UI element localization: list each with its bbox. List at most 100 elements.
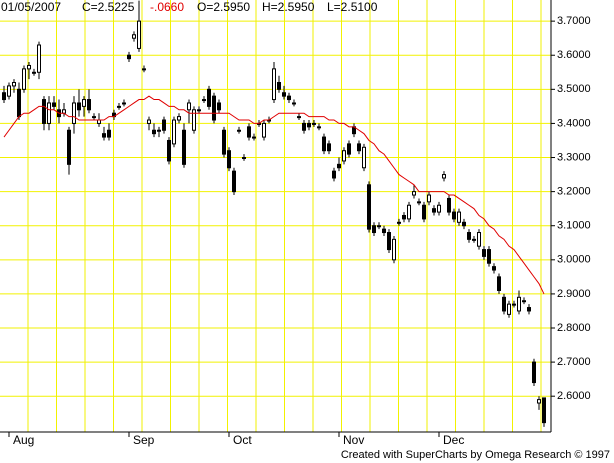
candle-body — [332, 170, 336, 179]
candle-body — [342, 150, 346, 162]
candle-body — [182, 129, 186, 165]
candle-body — [527, 307, 531, 312]
candle-body — [242, 157, 246, 160]
candle-body — [252, 136, 256, 139]
candle-body — [382, 228, 386, 234]
y-tick-label: 3.4000 — [557, 117, 591, 129]
candle-body — [302, 122, 306, 131]
candle-body — [192, 109, 196, 131]
candle-body — [142, 68, 146, 71]
candle-body — [392, 238, 396, 261]
candle-body — [232, 170, 236, 193]
candle-body — [87, 99, 91, 111]
y-tick-label: 3.6000 — [557, 49, 591, 61]
candle-body — [207, 88, 211, 107]
candle-body — [402, 214, 406, 220]
y-tick-label: 3.3000 — [557, 151, 591, 163]
candle-body — [152, 129, 156, 135]
y-tick-label: 2.8000 — [557, 322, 591, 334]
plot — [2, 0, 546, 427]
candle-body — [387, 232, 391, 251]
candle-body — [537, 399, 541, 404]
candle-body — [162, 119, 166, 131]
x-tick-label: Dec — [443, 433, 464, 447]
header-change: -.0660 — [150, 0, 184, 14]
candle-body — [467, 232, 471, 240]
candle-body — [397, 221, 401, 224]
candle-body — [292, 102, 296, 105]
candle-body — [317, 126, 321, 129]
y-tick-label: 3.1000 — [557, 220, 591, 232]
candle-body — [262, 122, 266, 138]
candle-body — [177, 116, 181, 121]
candle-body — [432, 208, 436, 213]
candle-body — [442, 174, 446, 179]
candle-body — [412, 191, 416, 196]
candle-body — [417, 201, 421, 204]
candle-body — [202, 99, 206, 102]
y-tick-label: 3.2000 — [557, 186, 591, 198]
candle-body — [12, 82, 16, 87]
candle-body — [347, 143, 351, 155]
candle-body — [52, 102, 56, 107]
candle-body — [477, 232, 481, 247]
candle-body — [272, 68, 276, 101]
candle-body — [327, 143, 331, 152]
candle-body — [462, 221, 466, 227]
candle-body — [97, 119, 101, 124]
header-close: C=2.5225 — [82, 0, 135, 14]
candle-body — [62, 109, 66, 114]
candle-body — [72, 102, 76, 124]
candle-body — [482, 249, 486, 257]
candle-body — [167, 139, 171, 162]
y-tick-label: 2.9000 — [557, 288, 591, 300]
candle-body — [67, 129, 71, 165]
candle-body — [222, 129, 226, 155]
header-high: H=2.5950 — [262, 0, 315, 14]
candle-body — [427, 194, 431, 203]
candle-body — [502, 296, 506, 312]
candle-body — [542, 397, 546, 424]
header-open: O=2.5950 — [197, 0, 250, 14]
candle-body — [197, 109, 201, 112]
candle-body — [17, 88, 21, 118]
candle-body — [452, 211, 456, 220]
candle-body — [372, 225, 376, 234]
candle-body — [147, 119, 151, 124]
candle-body — [297, 116, 301, 119]
candle-body — [422, 204, 426, 220]
candle-body — [42, 99, 46, 124]
y-tick-label: 2.6000 — [557, 390, 591, 402]
footer: Created with SuperCharts by Omega Resear… — [341, 449, 610, 461]
candle-body — [507, 303, 511, 315]
candle-body — [22, 68, 26, 90]
candle-body — [217, 102, 221, 111]
candle-body — [227, 150, 231, 169]
candle-body — [32, 71, 36, 74]
candle-body — [457, 211, 461, 223]
candle-body — [127, 54, 131, 60]
y-tick-label: 3.5000 — [557, 83, 591, 95]
candle-body — [172, 119, 176, 145]
header-low: L=2.5100 — [327, 0, 378, 14]
candle-body — [367, 184, 371, 230]
candle-body — [102, 133, 106, 138]
candle-body — [137, 20, 141, 49]
x-tick-label: Nov — [343, 433, 364, 447]
candle-body — [107, 129, 111, 138]
candle-body — [522, 300, 526, 303]
candle-body — [287, 95, 291, 101]
candle-body — [447, 197, 451, 213]
candle-body — [77, 102, 81, 111]
candle-body — [82, 99, 86, 107]
candle-body — [362, 146, 366, 169]
candle-body — [377, 225, 381, 228]
candle-body — [512, 303, 516, 306]
candle-body — [117, 105, 121, 108]
x-tick-label: Sep — [133, 433, 155, 447]
candle-body — [157, 129, 161, 132]
candle-body — [307, 122, 311, 128]
candle-body — [7, 85, 11, 97]
y-tick-label: 2.7000 — [557, 356, 591, 368]
